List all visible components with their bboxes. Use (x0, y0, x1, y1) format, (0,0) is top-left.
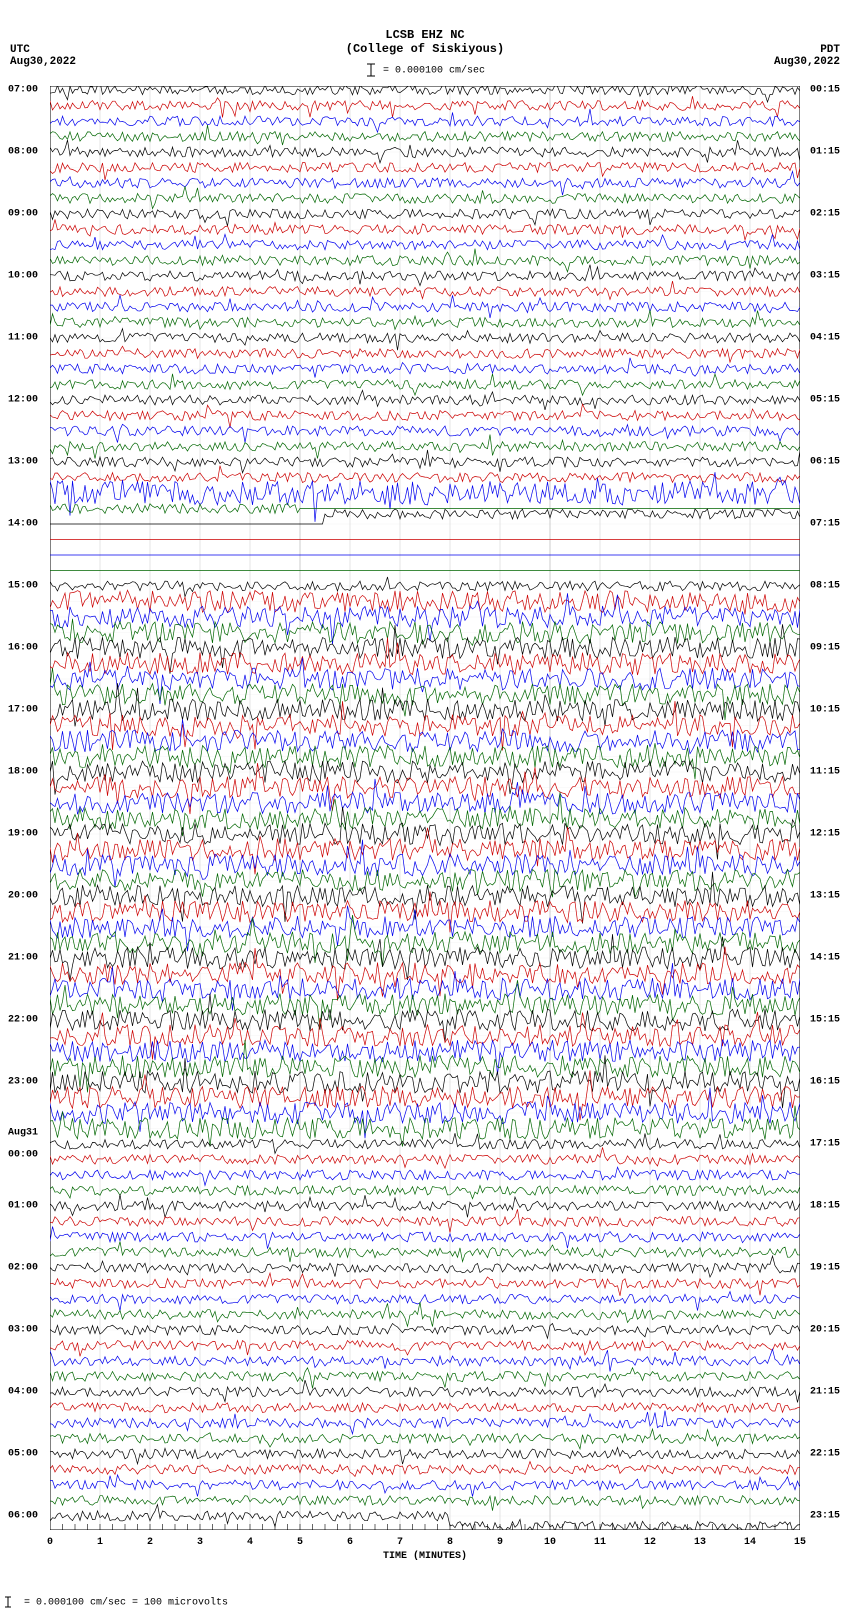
right-hour-label: 22:15 (810, 1449, 840, 1460)
left-hour-label: 03:00 (8, 1325, 38, 1336)
x-tick-label: 14 (744, 1537, 756, 1548)
left-hour-label: 10:00 (8, 271, 38, 282)
x-tick-label: 13 (694, 1537, 706, 1548)
right-hour-label: 08:15 (810, 581, 840, 592)
left-hour-label: 06:00 (8, 1511, 38, 1522)
footer-scale-bar-icon (4, 1598, 24, 1609)
right-hour-label: 09:15 (810, 643, 840, 654)
x-tick-label: 4 (247, 1537, 253, 1548)
left-hour-label: 22:00 (8, 1015, 38, 1026)
date-right: Aug30,2022 (774, 56, 840, 68)
left-hour-label: 15:00 (8, 581, 38, 592)
left-hour-label: 13:00 (8, 457, 38, 468)
right-hour-label: 10:15 (810, 705, 840, 716)
x-tick-label: 12 (644, 1537, 656, 1548)
left-hour-label: 14:00 (8, 519, 38, 530)
left-hour-label: 09:00 (8, 209, 38, 220)
right-hour-label: 23:15 (810, 1511, 840, 1522)
right-hour-label: 02:15 (810, 209, 840, 220)
right-hour-label: 21:15 (810, 1387, 840, 1398)
right-hour-label: 17:15 (810, 1139, 840, 1150)
left-hour-label: 08:00 (8, 147, 38, 158)
timezone-left: UTC (10, 44, 30, 56)
scale-value: = 0.000100 cm/sec (383, 66, 485, 77)
x-tick-label: 15 (794, 1537, 806, 1548)
station-title: LCSB EHZ NC (0, 28, 850, 42)
seismogram-plot: TIME (MINUTES) 0123456789101112131415 (50, 86, 800, 1530)
x-tick-label: 6 (347, 1537, 353, 1548)
right-hour-label: 13:15 (810, 891, 840, 902)
right-hour-label: 20:15 (810, 1325, 840, 1336)
x-tick-label: 10 (544, 1537, 556, 1548)
left-hour-label: 16:00 (8, 643, 38, 654)
left-hour-label: 18:00 (8, 767, 38, 778)
left-hour-label: 19:00 (8, 829, 38, 840)
right-hour-label: 16:15 (810, 1077, 840, 1088)
left-hour-label: 23:00 (8, 1077, 38, 1088)
x-tick-label: 7 (397, 1537, 403, 1548)
x-tick-label: 5 (297, 1537, 303, 1548)
left-hour-label: 07:00 (8, 85, 38, 96)
right-hour-label: 04:15 (810, 333, 840, 344)
x-tick-label: 11 (594, 1537, 606, 1548)
right-hour-label: 00:15 (810, 85, 840, 96)
seismogram-svg (50, 86, 800, 1530)
x-tick-label: 9 (497, 1537, 503, 1548)
left-hour-label: 12:00 (8, 395, 38, 406)
right-hour-label: 06:15 (810, 457, 840, 468)
right-hour-label: 18:15 (810, 1201, 840, 1212)
left-hour-label: 00:00 (8, 1150, 38, 1161)
right-hour-label: 12:15 (810, 829, 840, 840)
left-hour-label: 04:00 (8, 1387, 38, 1398)
left-hour-label: 21:00 (8, 953, 38, 964)
x-axis-title: TIME (MINUTES) (50, 1551, 800, 1562)
timezone-right: PDT (820, 44, 840, 56)
right-hour-label: 19:15 (810, 1263, 840, 1274)
left-hour-label: 02:00 (8, 1263, 38, 1274)
x-tick-label: 3 (197, 1537, 203, 1548)
left-hour-label: 05:00 (8, 1449, 38, 1460)
left-hour-label: 11:00 (8, 333, 38, 344)
right-hour-label: 11:15 (810, 767, 840, 778)
left-hour-label: 20:00 (8, 891, 38, 902)
scale-bar-icon (365, 62, 377, 78)
right-hour-label: 14:15 (810, 953, 840, 964)
right-hour-label: 15:15 (810, 1015, 840, 1026)
right-hour-label: 05:15 (810, 395, 840, 406)
date-left: Aug30,2022 (10, 56, 76, 68)
right-hour-label: 07:15 (810, 519, 840, 530)
left-hour-label: 17:00 (8, 705, 38, 716)
station-location: (College of Siskiyous) (0, 42, 850, 56)
scale-indicator: = 0.000100 cm/sec (0, 62, 850, 78)
x-tick-label: 2 (147, 1537, 153, 1548)
footer-scale-text: = 0.000100 cm/sec = 100 microvolts (24, 1598, 228, 1609)
right-hour-label: 01:15 (810, 147, 840, 158)
right-hour-label: 03:15 (810, 271, 840, 282)
x-tick-label: 0 (47, 1537, 53, 1548)
left-hour-label: 01:00 (8, 1201, 38, 1212)
footer-scale: = 0.000100 cm/sec = 100 microvolts (4, 1596, 228, 1609)
left-date-marker: Aug31 (8, 1128, 38, 1139)
x-tick-label: 8 (447, 1537, 453, 1548)
x-tick-label: 1 (97, 1537, 103, 1548)
